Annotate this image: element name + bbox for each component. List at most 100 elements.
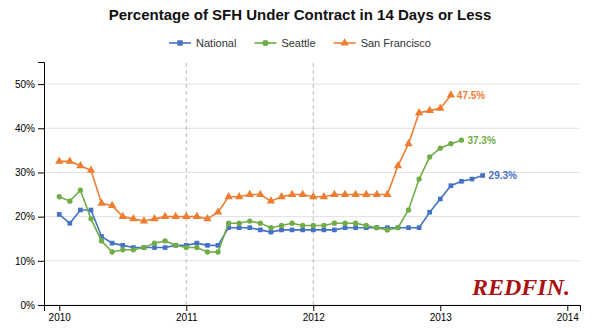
data-label: 47.5% [457,90,485,101]
point [258,228,263,233]
point [152,245,157,250]
point [459,179,464,184]
point [362,190,370,197]
tick-label: 0% [21,300,36,311]
point [226,221,231,226]
point [67,199,72,204]
point [173,243,178,248]
point [66,157,74,164]
point [436,104,444,111]
point [110,249,115,254]
point [311,223,316,228]
point [395,225,400,230]
tick-label: 2014 [557,312,580,323]
point [142,245,147,250]
point [289,221,294,226]
point [193,212,201,219]
point [415,108,423,115]
tick-mark [38,217,44,218]
tick-mark [38,305,44,306]
point [78,208,83,213]
tick: 2010 [49,305,72,323]
point [141,245,146,250]
point [427,210,432,215]
point [396,225,401,230]
point [383,190,391,197]
series [57,173,485,250]
point [129,214,137,221]
point [184,245,189,250]
point [173,243,178,248]
point [152,240,157,245]
point [448,141,453,146]
point [351,190,359,197]
point [470,177,475,182]
point [215,249,220,254]
tick-label: 20% [15,211,35,222]
point [108,201,116,208]
tick-mark [38,84,44,85]
tick: 50% [15,79,44,90]
grid-line [44,84,580,85]
point [57,212,62,217]
tick-mark [440,305,441,311]
point [150,214,158,221]
tick-label: 2011 [176,312,198,323]
point [224,192,232,199]
point [279,228,284,233]
legend-item: San Francisco [334,37,431,49]
data-label: 37.3% [467,135,495,146]
tick-label: 50% [15,79,35,90]
y-axis: 0%10%20%30%40%50% [15,63,45,311]
point [341,190,349,197]
legend-label: National [196,37,236,49]
grid-line [44,128,580,129]
point [194,241,199,246]
data-label: 29.3% [489,170,517,181]
grid-line [44,260,580,261]
point [269,230,274,235]
point [404,139,412,146]
data-labels: 29.3% 37.3% 47.5% [457,90,517,181]
point [235,192,243,199]
point [427,154,432,159]
tick-mark [38,172,44,173]
point [438,146,443,151]
axis-line [45,306,581,312]
axis-line [38,63,45,306]
point [343,225,348,230]
point [309,192,317,199]
tick-label: 2013 [430,312,453,323]
tick-label: 2010 [49,312,72,323]
point [247,225,252,230]
legend: NationalSeattleSan Francisco [169,37,431,49]
point [330,190,338,197]
point [406,225,411,230]
point [417,225,422,230]
plot-area [55,62,485,305]
line [59,140,461,252]
point [277,192,285,199]
tick: 30% [15,167,44,178]
tick: 20% [15,211,44,222]
point [172,212,180,219]
point [78,187,83,192]
point [131,247,136,252]
point [288,190,296,197]
tick: 2013 [430,305,453,323]
tick-label: 2012 [303,312,326,323]
point [237,221,242,226]
point [87,165,95,172]
point [321,223,326,228]
point [120,247,125,252]
point [374,225,379,230]
point [342,221,347,226]
point [426,106,434,113]
reference-line [186,62,187,305]
point [416,176,421,181]
point [480,173,485,178]
point [394,161,402,168]
point [364,223,369,228]
point [459,138,464,143]
tick-mark [59,305,60,311]
